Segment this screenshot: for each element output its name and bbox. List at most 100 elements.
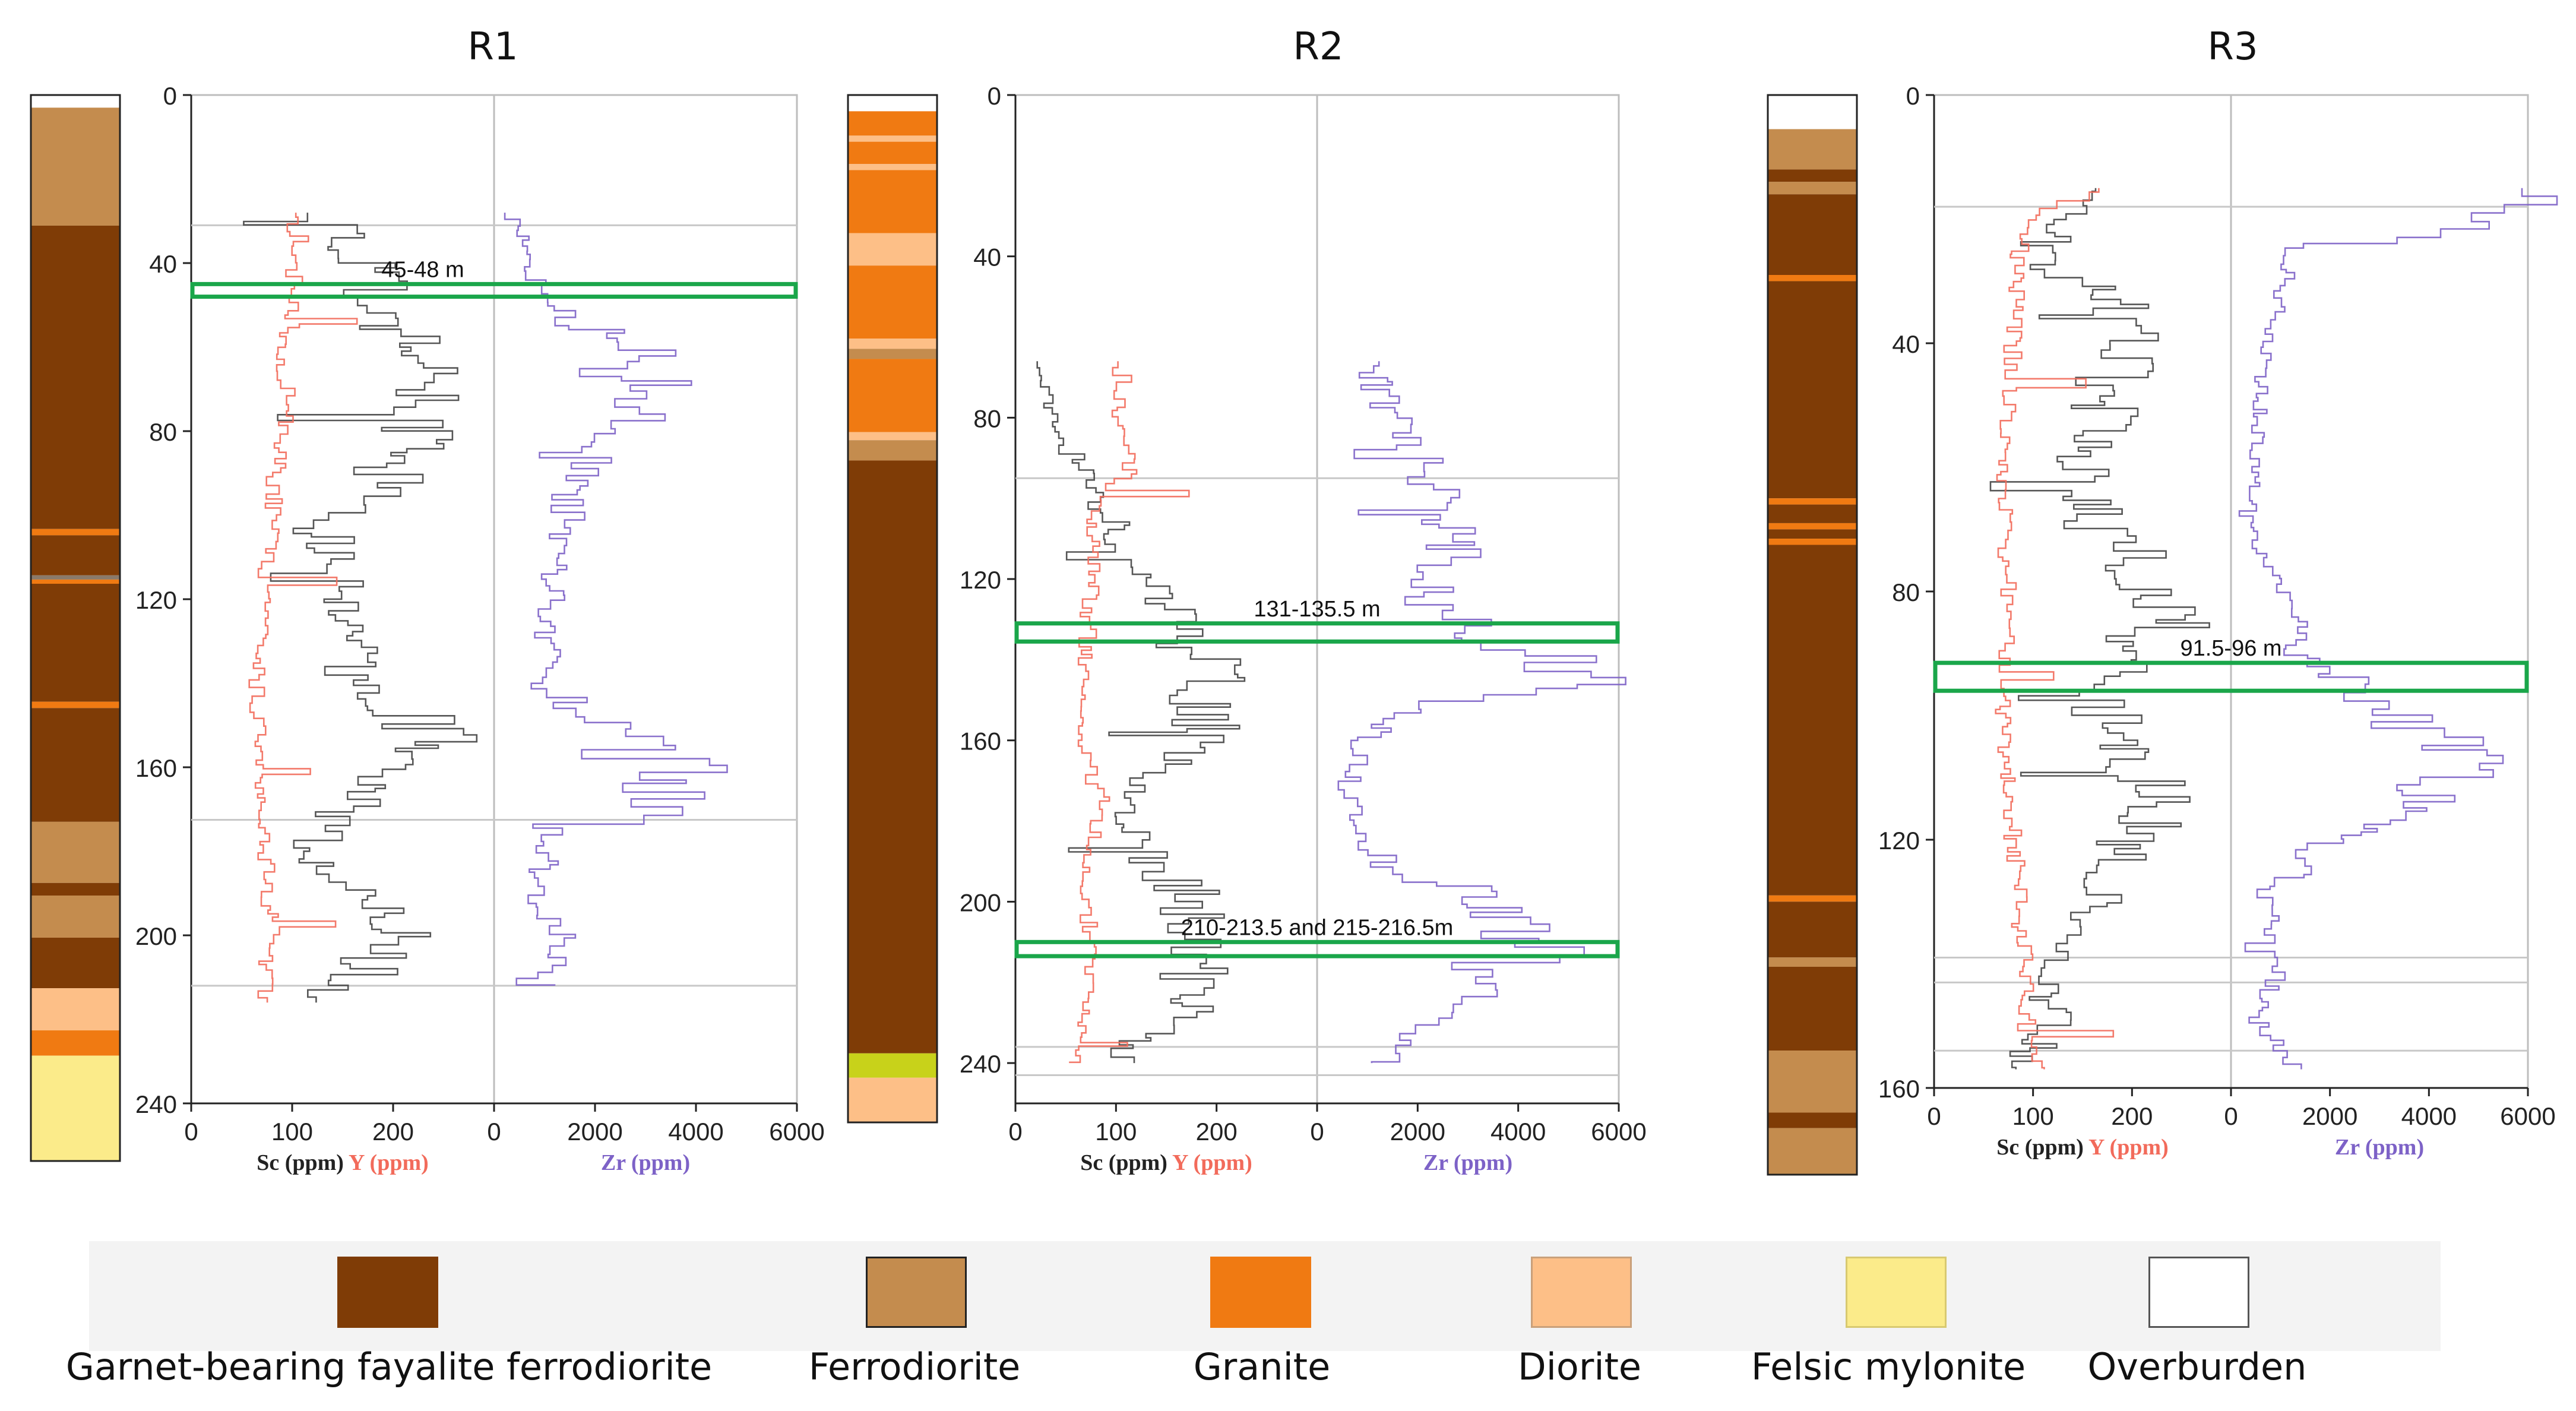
x-axis-label-part: Y (ppm): [1167, 1150, 1252, 1175]
x-axis-label-left: Sc (ppm) Y (ppm): [257, 1150, 429, 1175]
lithology-unit-fd: [1768, 182, 1857, 195]
highlight-interval: [190, 281, 798, 299]
y-tick-label: 200: [960, 888, 1001, 916]
y-tick-label: 80: [973, 404, 1001, 432]
series-line-sc: [1989, 188, 2210, 1070]
series-line-y: [1069, 361, 1190, 1064]
lithology-unit-gbff: [31, 225, 120, 529]
x-tick-label: 200: [1196, 1118, 1238, 1146]
lithology-unit-di: [848, 432, 937, 441]
lithology-unit-fd: [31, 107, 120, 226]
x-tick-label: 6000: [2500, 1102, 2555, 1130]
y-tick-label: 120: [960, 566, 1001, 594]
series-line-zr: [504, 213, 728, 986]
x-tick-label: 4000: [1490, 1118, 1546, 1146]
y-tick-label: 40: [973, 243, 1001, 271]
y-tick-label: 80: [149, 418, 177, 446]
lithology-unit-lime: [848, 1053, 937, 1078]
legend-label-gr: Granite: [1193, 1345, 1331, 1388]
x-tick-label: 6000: [1591, 1118, 1646, 1146]
lithology-unit-gbff: [31, 535, 120, 575]
panel-title: R1: [467, 25, 518, 69]
lithology-unit-gr: [848, 265, 937, 339]
lithology-unit-fd: [848, 440, 937, 461]
x-tick-label: 0: [1310, 1118, 1324, 1146]
panel-title: R3: [2207, 25, 2258, 69]
lithology-unit-gr: [1768, 523, 1857, 530]
x-tick-label: 0: [184, 1118, 198, 1146]
series-group: [1989, 188, 2558, 1070]
x-axis-label-part: Zr (ppm): [2335, 1135, 2424, 1160]
x-axis-label-part: Sc (ppm): [1996, 1135, 2084, 1160]
lithology-unit-gbff: [31, 584, 120, 702]
legend-swatch-ob: [2148, 1257, 2249, 1328]
highlight-interval: [1014, 939, 1620, 958]
legend-label-ob: Overburden: [2087, 1345, 2307, 1388]
y-tick-label: 80: [1892, 578, 1920, 606]
lithology-unit-di: [848, 135, 937, 142]
x-axis-label-left: Sc (ppm) Y (ppm): [1080, 1150, 1252, 1175]
lithology-unit-di: [848, 338, 937, 349]
legend-swatch-di: [1531, 1257, 1632, 1328]
lithology-column: [847, 94, 938, 1124]
lithology-unit-gr: [848, 111, 937, 136]
legend-label-fm: Felsic mylonite: [1751, 1345, 2026, 1388]
lithology-unit-gr: [1768, 275, 1857, 281]
lithology-unit-fd: [848, 349, 937, 359]
legend-swatch-fm: [1846, 1257, 1947, 1328]
lithology-unit-fd: [31, 896, 120, 938]
series-line-sc: [243, 213, 478, 1003]
y-tick-label: 0: [163, 82, 177, 110]
legend-swatch-fd: [866, 1257, 967, 1328]
lithology-unit-gr: [1768, 539, 1857, 545]
lithology-unit-ob: [31, 95, 120, 108]
x-axis-label-part: Sc (ppm): [257, 1150, 344, 1175]
lithology-unit-di: [848, 233, 937, 266]
x-tick-label: 2000: [2302, 1102, 2357, 1130]
lithology-column-border: [30, 94, 121, 1162]
lithology-unit-gr: [848, 141, 937, 164]
y-tick-label: 200: [135, 922, 177, 950]
lithology-unit-gbff: [31, 937, 120, 989]
series-group: [243, 213, 728, 1003]
x-tick-label: 100: [1095, 1118, 1137, 1146]
x-tick-label: 200: [2111, 1102, 2153, 1130]
lithology-unit-gbff: [1768, 966, 1857, 1051]
x-tick-label: 4000: [668, 1118, 723, 1146]
x-tick-label: 200: [372, 1118, 414, 1146]
x-tick-label: 100: [271, 1118, 313, 1146]
series-line-zr: [2238, 188, 2558, 1070]
highlight-label: 210-213.5 and 215-216.5m: [1181, 915, 1453, 940]
lithology-unit-gr: [31, 579, 120, 584]
y-tick-label: 160: [1878, 1075, 1920, 1103]
lithology-unit-gr: [31, 701, 120, 708]
lithology-unit-gr: [31, 529, 120, 536]
x-tick-label: 2000: [567, 1118, 622, 1146]
lithology-column-border: [1767, 94, 1858, 1176]
lithology-unit-di: [848, 1077, 937, 1122]
series-line-sc: [1036, 361, 1246, 1064]
lithology-legend: [89, 1241, 2441, 1351]
highlight-label: 131-135.5 m: [1254, 597, 1380, 622]
lithology-unit-ob: [1768, 95, 1857, 129]
lithology-unit-gr: [1768, 498, 1857, 505]
lithology-unit-gbff: [31, 882, 120, 896]
lithology-unit-fd: [1768, 1051, 1857, 1113]
legend-label-di: Diorite: [1517, 1345, 1642, 1388]
lithology-unit-fm: [31, 1055, 120, 1161]
lithology-unit-di: [848, 164, 937, 170]
highlight-interval: [1933, 660, 2529, 693]
x-axis-label-part: Y (ppm): [2084, 1135, 2169, 1160]
lithology-unit-gbff: [1768, 281, 1857, 499]
lithology-unit-gbff: [1768, 545, 1857, 896]
lithology-unit-grey: [31, 575, 120, 580]
lithology-unit-gbff: [31, 708, 120, 822]
lithology-column-border: [847, 94, 938, 1124]
lithology-unit-gr: [31, 1030, 120, 1056]
legend-swatch-gr: [1210, 1257, 1311, 1328]
series-line-zr: [1337, 361, 1626, 1064]
lithology-unit-fd: [1768, 1128, 1857, 1175]
x-axis-label-part: Sc (ppm): [1080, 1150, 1167, 1175]
